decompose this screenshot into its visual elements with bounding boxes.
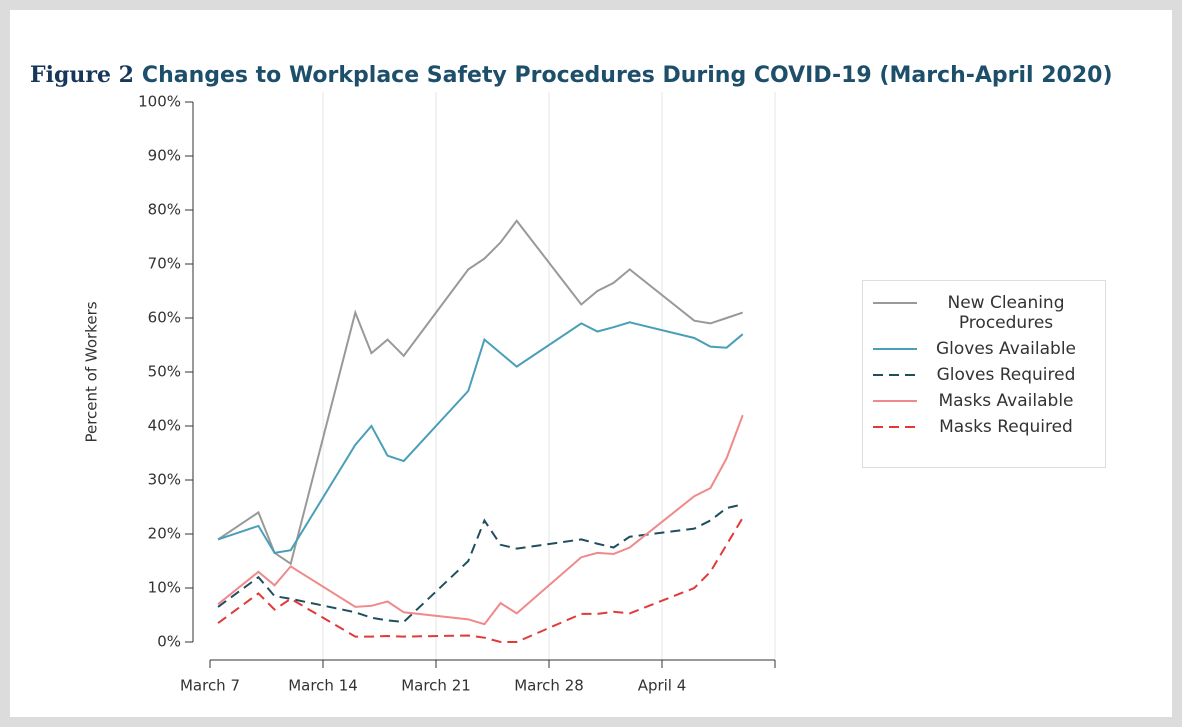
series-line bbox=[217, 517, 744, 643]
y-tick-label: 0% bbox=[157, 633, 181, 651]
chart-title: Changes to Workplace Safety Procedures D… bbox=[141, 63, 1113, 88]
legend-label: New Cleaning Procedures bbox=[947, 293, 1065, 333]
x-tick-label: March 21 bbox=[401, 677, 471, 695]
chart: 0% 10% 20% 30% 40% 50% 60% 70% 80% 90% 100% March 7… bbox=[83, 92, 776, 695]
legend-swatch bbox=[873, 348, 917, 350]
legend-item: Gloves Required bbox=[871, 365, 1097, 385]
title: Figure 2 Changes to Workplace Safety Proc… bbox=[30, 62, 1113, 88]
series-line bbox=[217, 414, 744, 626]
y-tick-label: 40% bbox=[148, 417, 181, 435]
y-tick-label: 80% bbox=[148, 201, 181, 219]
legend-label: Masks Available bbox=[938, 391, 1074, 411]
series-line bbox=[217, 321, 744, 554]
x-tick-label: March 28 bbox=[514, 677, 584, 695]
legend-label: Masks Required bbox=[939, 417, 1073, 437]
y-tick-label: 10% bbox=[148, 579, 181, 597]
y-tick-label: 20% bbox=[148, 525, 181, 543]
x-tick-label: April 4 bbox=[638, 677, 687, 695]
y-tick-label: 70% bbox=[148, 255, 181, 273]
legend: New Cleaning Procedures Gloves Available G… bbox=[862, 280, 1106, 468]
y-tick-label: 100% bbox=[138, 93, 181, 111]
legend-swatch bbox=[873, 302, 917, 304]
legend-item: Masks Required bbox=[871, 417, 1097, 437]
figure-label: Figure 2 bbox=[30, 62, 134, 88]
series-line bbox=[217, 219, 744, 566]
legend-label: Gloves Required bbox=[936, 365, 1076, 385]
x-tick-label: March 7 bbox=[180, 677, 240, 695]
legend-item: New Cleaning Procedures bbox=[871, 293, 1097, 333]
y-tick-label: 50% bbox=[148, 363, 181, 381]
legend-swatch bbox=[873, 426, 917, 428]
x-tick-label: March 14 bbox=[288, 677, 358, 695]
legend-swatch bbox=[873, 374, 917, 376]
legend-item: Gloves Available bbox=[871, 339, 1097, 359]
y-tick-label: 60% bbox=[148, 309, 181, 327]
series-line bbox=[217, 503, 743, 624]
y-tick-label: 90% bbox=[148, 147, 181, 165]
y-axis-label: Percent of Workers bbox=[83, 301, 101, 442]
legend-swatch bbox=[873, 400, 917, 402]
legend-label: Gloves Available bbox=[935, 339, 1077, 359]
y-tick-label: 30% bbox=[148, 471, 181, 489]
legend-item: Masks Available bbox=[871, 391, 1097, 411]
